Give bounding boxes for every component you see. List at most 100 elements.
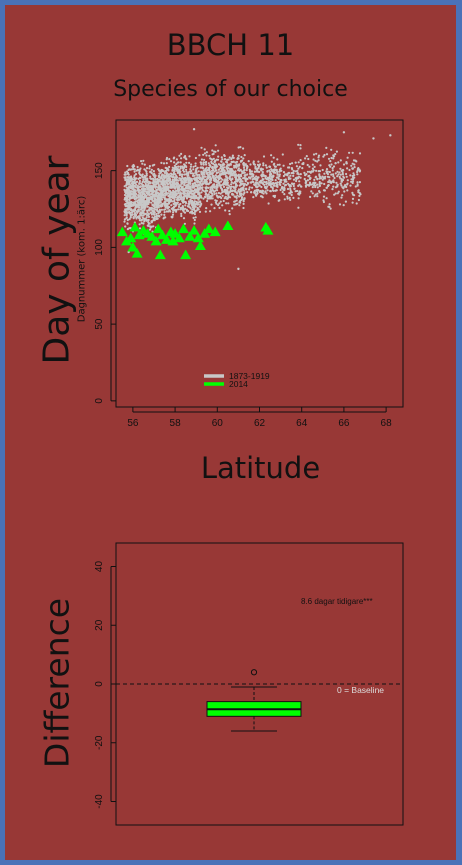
box-y-tick-label: -20	[94, 735, 105, 750]
historic-point	[193, 213, 196, 216]
historic-point	[300, 185, 303, 188]
historic-point	[170, 215, 173, 218]
historic-point	[336, 175, 339, 178]
historic-point	[337, 173, 340, 176]
historic-point	[299, 173, 302, 176]
historic-point	[259, 168, 262, 171]
historic-point	[356, 167, 359, 171]
historic-point	[175, 184, 178, 187]
historic-point	[183, 178, 186, 181]
historic-point	[339, 159, 342, 162]
historic-point	[316, 183, 319, 186]
historic-point	[195, 200, 198, 203]
historic-point	[155, 212, 158, 216]
historic-point	[178, 173, 181, 176]
baseline-label: 0 = Baseline	[337, 685, 384, 695]
historic-point	[242, 198, 245, 201]
historic-point	[178, 154, 181, 157]
historic-point	[129, 227, 132, 230]
historic-point	[220, 156, 223, 159]
historic-point	[209, 164, 212, 167]
historic-point	[316, 192, 319, 195]
historic-point	[140, 204, 143, 207]
historic-point	[188, 155, 191, 158]
historic-point	[140, 182, 143, 185]
historic-point	[266, 170, 269, 173]
historic-point	[146, 192, 149, 195]
historic-point	[163, 174, 166, 177]
historic-point	[256, 192, 259, 195]
historic-point	[237, 267, 240, 271]
historic-point	[165, 175, 168, 178]
historic-point	[189, 182, 192, 185]
historic-point	[172, 180, 175, 184]
historic-point	[128, 206, 131, 209]
historic-point	[217, 179, 220, 182]
historic-point	[304, 157, 307, 160]
historic-point	[168, 177, 171, 180]
historic-point	[211, 189, 215, 192]
historic-point	[151, 195, 154, 198]
historic-point	[233, 173, 236, 176]
historic-point	[217, 191, 220, 195]
historic-point	[310, 190, 313, 193]
historic-point	[176, 192, 179, 195]
historic-point	[202, 197, 205, 200]
historic-point	[346, 183, 349, 186]
historic-point	[237, 188, 241, 191]
historic-point	[350, 164, 353, 167]
historic-point	[372, 137, 375, 140]
historic-point	[236, 174, 239, 177]
historic-point	[187, 205, 190, 208]
historic-point	[238, 184, 241, 187]
historic-point	[308, 184, 311, 187]
historic-point	[257, 189, 260, 192]
historic-point	[152, 185, 155, 188]
historic-point	[234, 165, 237, 168]
historic-point	[288, 196, 291, 199]
point-2014	[116, 226, 128, 237]
historic-point	[192, 128, 196, 131]
historic-point	[241, 180, 244, 183]
historic-point	[132, 217, 135, 220]
historic-point	[339, 182, 342, 185]
historic-point	[160, 194, 163, 197]
historic-point	[255, 194, 258, 197]
historic-point	[189, 165, 192, 168]
historic-point	[146, 209, 149, 212]
x-tick-label: 64	[296, 418, 308, 429]
historic-point	[251, 178, 254, 181]
historic-point	[129, 193, 132, 196]
historic-point	[177, 208, 180, 211]
point-2014	[150, 235, 162, 246]
historic-point	[203, 158, 206, 161]
historic-point	[293, 187, 296, 190]
historic-point	[333, 193, 336, 196]
historic-point	[340, 196, 343, 199]
legend-label: 2014	[229, 379, 248, 389]
historic-point	[150, 168, 153, 171]
historic-point	[226, 183, 229, 186]
historic-point	[323, 182, 326, 186]
historic-point	[305, 155, 308, 158]
historic-point	[270, 168, 273, 171]
historic-point	[179, 178, 182, 181]
historic-point	[137, 201, 141, 204]
historic-point	[201, 174, 204, 178]
historic-point	[184, 204, 187, 207]
historic-point	[219, 186, 222, 189]
historic-point	[171, 178, 174, 181]
historic-point	[157, 206, 160, 209]
historic-point	[199, 204, 202, 207]
historic-point	[128, 191, 131, 194]
historic-point	[292, 178, 296, 181]
historic-point	[327, 184, 330, 187]
historic-point	[301, 167, 304, 170]
historic-point	[231, 192, 234, 196]
historic-point	[248, 188, 251, 191]
historic-point	[227, 170, 231, 173]
historic-point	[269, 189, 272, 193]
historic-point	[217, 171, 220, 174]
historic-point	[197, 188, 200, 191]
historic-point	[131, 165, 134, 168]
